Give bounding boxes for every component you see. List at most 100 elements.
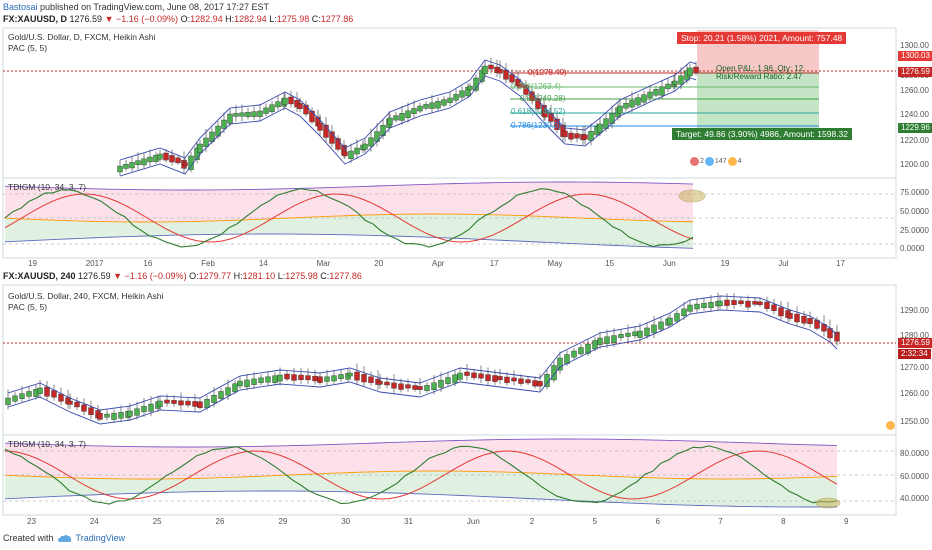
price-change: ▼ −1.16 (−0.09%) xyxy=(104,14,179,24)
candle-body xyxy=(431,382,437,390)
candle-body xyxy=(637,330,643,338)
candle-body xyxy=(305,375,311,381)
fib-label-0786: 0.786(1230.3) xyxy=(511,121,561,130)
candle-body xyxy=(342,151,348,157)
time-tick: 30 xyxy=(341,517,351,526)
candle-body xyxy=(693,66,699,73)
candle-body xyxy=(478,373,484,379)
candle-body xyxy=(104,413,110,418)
candle-body xyxy=(233,113,239,117)
tdi-rsi-line xyxy=(4,188,694,248)
candle-body xyxy=(5,397,11,405)
fib-label-0618: 0.618(1244.52) xyxy=(511,107,566,116)
candle-body xyxy=(169,155,175,163)
candle-body xyxy=(97,412,103,420)
candle-body xyxy=(644,327,650,337)
candle-body xyxy=(303,104,309,115)
candle-body xyxy=(525,379,531,384)
candle-body xyxy=(257,110,263,117)
candle-body xyxy=(398,383,404,390)
time-tick: 17 xyxy=(489,259,499,268)
event-count-a: 2 xyxy=(700,158,704,165)
candle-body xyxy=(368,137,374,147)
symbol-label[interactable]: FX:XAUUSD, D xyxy=(3,14,68,24)
price-tick: 1220.00 xyxy=(900,136,929,145)
candle-body xyxy=(129,162,135,169)
candle-body xyxy=(518,378,524,384)
candle-body xyxy=(258,377,264,383)
pac-lower-band xyxy=(7,309,838,425)
candle-body xyxy=(218,391,224,399)
candle-body xyxy=(467,85,473,91)
price-tick: 1280.00 xyxy=(900,331,929,340)
candle-body xyxy=(435,100,441,109)
candle-body xyxy=(123,163,129,169)
candle-body xyxy=(81,404,87,412)
candle-body xyxy=(393,115,399,121)
candle-body xyxy=(731,300,737,305)
target-info-box: Target: 49.86 (3.90%) 4986, Amount: 1598… xyxy=(672,128,853,140)
candle-body xyxy=(348,150,354,159)
last-price: 1276.59 xyxy=(78,271,111,281)
candle-body xyxy=(135,160,141,165)
candle-body xyxy=(171,400,177,404)
time-tick: 31 xyxy=(404,517,413,526)
candle-body xyxy=(611,335,617,343)
tdi-signal-line xyxy=(4,193,694,243)
candle-body xyxy=(504,376,510,383)
price-change: ▼ −1.16 (−0.09%) xyxy=(113,271,187,281)
event-flag-icon[interactable] xyxy=(690,157,699,166)
candle-body xyxy=(405,110,411,119)
candle-body xyxy=(331,375,337,382)
candle-body xyxy=(192,401,198,407)
event-earnings-icon[interactable] xyxy=(727,157,737,166)
time-tick: 29 xyxy=(278,517,288,526)
candle-body xyxy=(309,110,315,123)
candle-body xyxy=(232,383,238,393)
event-dividend-icon[interactable] xyxy=(704,157,714,166)
daily-chart-pane[interactable] xyxy=(0,26,932,276)
candle-body xyxy=(269,104,275,112)
candle-body xyxy=(221,119,227,129)
candle-body xyxy=(157,153,163,160)
candle-body xyxy=(317,376,323,383)
candle-body xyxy=(265,376,271,383)
h4-candles xyxy=(5,292,840,425)
author-link[interactable]: Bastosai xyxy=(3,2,38,12)
candle-body xyxy=(457,372,463,380)
candle-body xyxy=(204,398,210,409)
tradingview-brand[interactable]: TradingView xyxy=(75,533,126,543)
candle-body xyxy=(175,157,181,164)
price-tick: 1300.00 xyxy=(900,41,929,50)
time-tick: 9 xyxy=(844,517,849,526)
close-value: 1277.86 xyxy=(320,14,354,24)
candle-body xyxy=(459,90,465,98)
candle-body xyxy=(297,103,303,110)
candle-body xyxy=(771,304,777,311)
symbol-label[interactable]: FX:XAUUSD, 240 xyxy=(3,271,76,281)
candle-body xyxy=(317,122,323,131)
event-earnings-icon[interactable] xyxy=(886,421,895,430)
h4-chart-pane[interactable] xyxy=(0,283,932,533)
stop-info-box: Stop: 20.21 (1.58%) 2021, Amount: 757.48 xyxy=(677,32,847,44)
indicator-tick: 75.0000 xyxy=(900,188,929,197)
indicator-tick: 50.0000 xyxy=(900,207,929,216)
candle-body xyxy=(182,162,188,166)
candle-body xyxy=(141,158,147,166)
bar-countdown-tag: 2:32:34 xyxy=(898,349,931,359)
candle-body xyxy=(338,374,344,380)
event-markers[interactable]: 2 147 4 xyxy=(690,157,742,166)
candle-body xyxy=(724,299,730,306)
time-tick: 15 xyxy=(605,259,615,268)
candle-body xyxy=(185,400,191,406)
candle-body xyxy=(12,395,18,402)
candle-body xyxy=(368,376,374,383)
candle-body xyxy=(687,67,693,77)
daily-candles xyxy=(117,57,699,177)
candle-body xyxy=(412,385,418,390)
candle-body xyxy=(387,117,393,125)
candle-body xyxy=(807,318,813,324)
candle-body xyxy=(672,80,678,85)
candle-body xyxy=(347,372,353,377)
time-tick: 5 xyxy=(592,517,598,526)
